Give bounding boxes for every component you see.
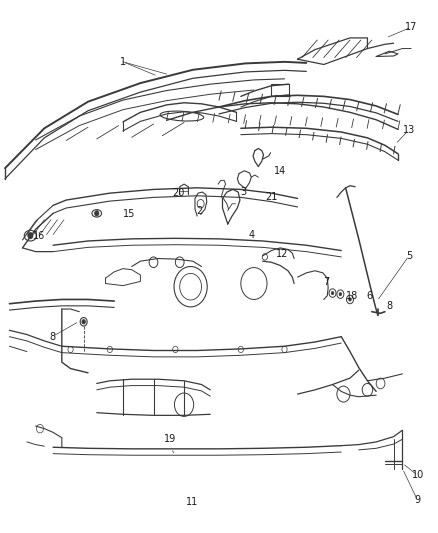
- Text: 8: 8: [386, 301, 392, 311]
- Text: 21: 21: [265, 192, 278, 203]
- Text: 8: 8: [49, 332, 55, 342]
- Circle shape: [28, 232, 33, 239]
- Text: 13: 13: [403, 125, 415, 135]
- Text: 20: 20: [172, 188, 184, 198]
- Text: 14: 14: [274, 166, 286, 176]
- Text: 12: 12: [276, 249, 289, 259]
- Text: 18: 18: [346, 290, 358, 301]
- Circle shape: [82, 320, 85, 324]
- Text: 9: 9: [415, 495, 421, 505]
- Circle shape: [95, 211, 99, 216]
- Text: 1: 1: [120, 57, 126, 67]
- Circle shape: [331, 292, 334, 295]
- Text: 6: 6: [367, 290, 373, 301]
- Circle shape: [349, 298, 351, 301]
- Text: 4: 4: [249, 230, 255, 240]
- Text: 7: 7: [323, 278, 329, 287]
- Text: 3: 3: [240, 187, 246, 197]
- Text: 16: 16: [33, 231, 45, 241]
- Text: 11: 11: [186, 497, 198, 507]
- Circle shape: [339, 293, 342, 296]
- Text: 5: 5: [406, 251, 412, 261]
- Text: 17: 17: [405, 22, 417, 33]
- Text: 15: 15: [124, 209, 136, 220]
- Text: 10: 10: [412, 471, 424, 480]
- Text: 2: 2: [196, 206, 202, 216]
- Text: 19: 19: [164, 434, 176, 445]
